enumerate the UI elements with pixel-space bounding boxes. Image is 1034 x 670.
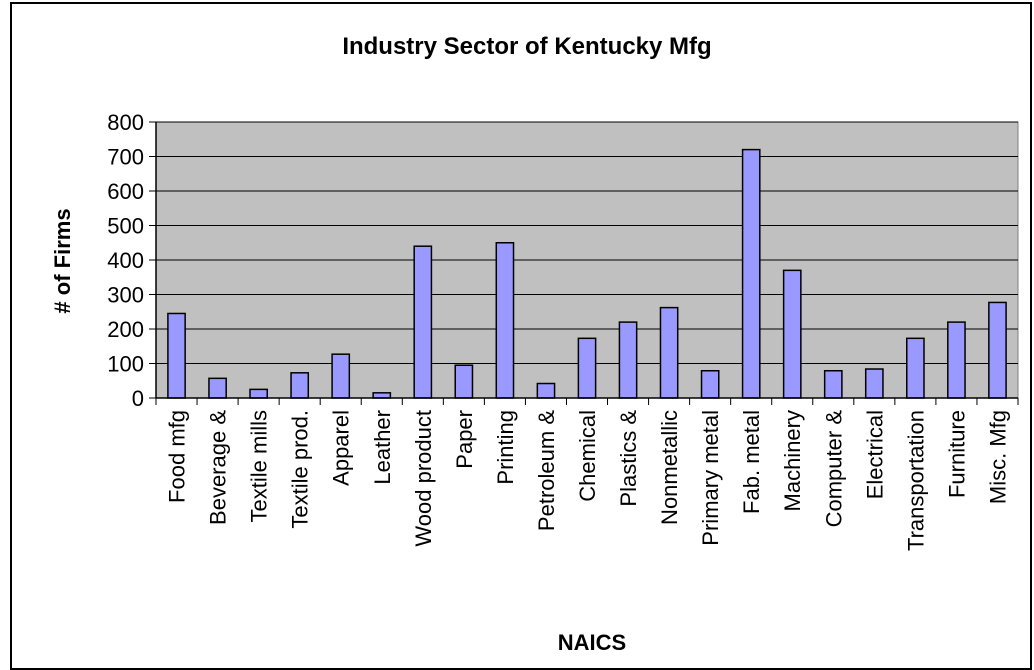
x-tick-labels: Food mfg Beverage & Textile mills Textile p… — [165, 410, 1011, 551]
y-tick-label: 0 — [132, 386, 144, 411]
x-tick-label: Machinery — [780, 410, 805, 511]
bar — [290, 372, 310, 399]
x-tick-label: Printing — [493, 410, 518, 485]
bar — [782, 269, 802, 399]
bar — [823, 369, 843, 399]
y-tick-label: 500 — [107, 214, 144, 239]
x-tick-label: Apparel — [329, 410, 354, 486]
bar — [741, 148, 761, 399]
x-tick-label: Computer & — [821, 410, 846, 528]
bar — [947, 321, 966, 399]
bar — [536, 382, 556, 399]
bar — [618, 321, 638, 399]
bar — [700, 369, 720, 399]
bar — [331, 353, 351, 399]
x-tick-label: Chemical — [575, 410, 600, 502]
x-tick-label: Electrical — [862, 410, 887, 499]
bar — [372, 392, 392, 399]
x-tick-label: Furniture — [944, 410, 969, 498]
bar — [167, 312, 186, 399]
x-tick-label: Textile mills — [247, 410, 272, 522]
y-axis-title: # of Firms — [50, 208, 75, 313]
x-axis-title: NAICS — [558, 630, 626, 655]
x-tick-label: Primary metal — [698, 410, 723, 546]
x-tick-label: Nonmetallic — [657, 410, 682, 525]
bar — [864, 368, 884, 399]
gridlines — [156, 121, 1018, 364]
axes — [149, 121, 1019, 405]
x-tick-label: Textile prod. — [288, 410, 313, 529]
y-tick-label: 700 — [107, 145, 144, 170]
bar — [577, 337, 597, 399]
x-tick-label: Misc. Mfg — [985, 410, 1010, 504]
y-tick-label: 800 — [107, 110, 144, 135]
y-tick-label: 200 — [107, 317, 144, 342]
x-tick-label: Petroleum & — [534, 410, 559, 531]
bar — [413, 245, 433, 399]
x-tick-label: Fab. metal — [739, 410, 764, 514]
x-tick-label: Transportation — [903, 410, 928, 551]
bar — [208, 377, 227, 399]
x-tick-label: Paper — [452, 410, 477, 469]
bar — [249, 388, 268, 399]
y-tick-label: 400 — [107, 248, 144, 273]
x-tick-label: Beverage & — [206, 410, 231, 525]
x-tick-label: Wood product — [411, 410, 436, 547]
x-tick-label: Food mfg — [165, 410, 190, 503]
y-tick-labels: 0 100 200 300 400 500 600 700 800 — [107, 110, 144, 411]
bar — [659, 306, 679, 399]
bar — [906, 337, 925, 399]
y-tick-label: 300 — [107, 283, 144, 308]
bar — [988, 301, 1007, 399]
y-tick-label: 600 — [107, 179, 144, 204]
bar — [495, 242, 515, 399]
x-tick-label: Plastics & — [616, 410, 641, 507]
y-tick-label: 100 — [107, 352, 144, 377]
bar — [454, 364, 474, 399]
chart-title: Industry Sector of Kentucky Mfg — [342, 33, 711, 60]
bars — [167, 148, 1007, 399]
x-tick-label: Leather — [370, 410, 395, 485]
